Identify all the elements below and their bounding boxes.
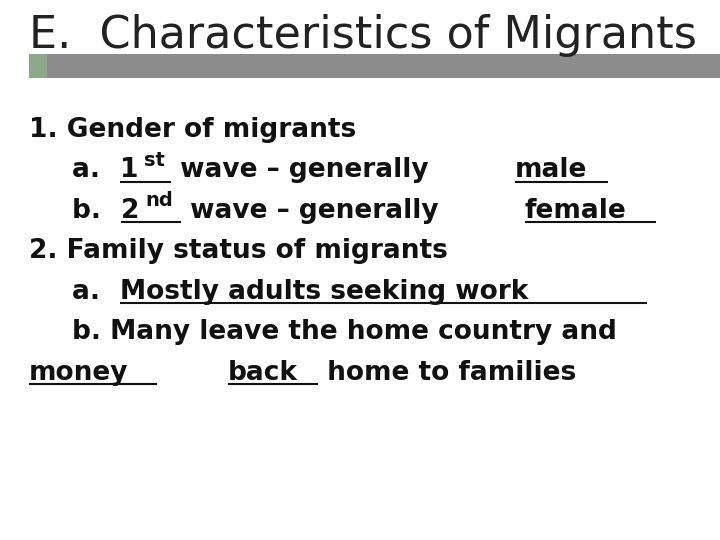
Text: Mostly adults seeking work: Mostly adults seeking work (120, 279, 528, 305)
Text: nd: nd (145, 191, 173, 211)
Text: money: money (29, 360, 128, 386)
Text: a.: a. (72, 157, 109, 183)
Text: female: female (525, 198, 626, 224)
Text: 2. Family status of migrants: 2. Family status of migrants (29, 238, 448, 264)
Bar (47, 54, 720, 78)
Bar (29, 54, 47, 78)
Text: 2: 2 (121, 198, 140, 224)
Text: back: back (228, 360, 298, 386)
Text: a.: a. (72, 279, 109, 305)
Text: b.: b. (72, 198, 110, 224)
Text: E.  Characteristics of Migrants: E. Characteristics of Migrants (29, 14, 697, 57)
Text: wave – generally: wave – generally (181, 198, 447, 224)
Text: 1. Gender of migrants: 1. Gender of migrants (29, 117, 356, 143)
Text: male: male (515, 157, 588, 183)
Text: home to families: home to families (318, 360, 577, 386)
Text: 1: 1 (120, 157, 138, 183)
Text: wave – generally: wave – generally (171, 157, 438, 183)
Text: st: st (144, 151, 165, 170)
Text: b. Many leave the home country and: b. Many leave the home country and (72, 319, 626, 345)
